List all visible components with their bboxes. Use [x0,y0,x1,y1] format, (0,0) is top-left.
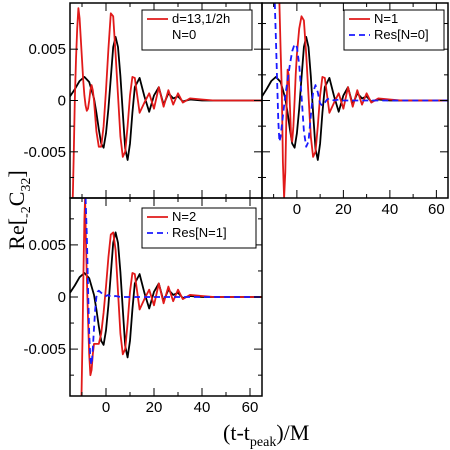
x-tick-label: 40 [382,201,399,218]
series-line-n-1 [278,3,448,198]
x-axis-label: (t-tpeak)/M [223,420,309,450]
x-tick-label: 20 [335,201,352,218]
series-line-res-n-1- [84,198,262,366]
x-tick-label: 0 [293,201,301,218]
x-tick-label: 20 [146,399,163,416]
legend-label: Res[N=1] [172,225,227,240]
y-tick-label: 0 [58,93,66,110]
legend-label: N=1 [374,11,398,26]
series-line-ref-1 [71,7,262,198]
x-tick-label: 40 [194,399,211,416]
series-line-res-n-0- [273,3,448,148]
x-tick-label: 60 [242,399,259,416]
legend-box [343,9,445,51]
legend-box [141,9,253,51]
y-tick-label: 0.005 [28,237,66,254]
legend-label: Res[N=0] [374,27,429,42]
legend-label: N=0 [172,27,196,42]
legend-label: N=2 [172,209,196,224]
y-tick-label: 0 [58,289,66,306]
y-tick-label: -0.005 [23,341,66,358]
y-tick-label: -0.005 [23,144,66,161]
panel-top-left: -0.005 0 0.005 d=13,1/2hN=0 [23,2,263,199]
series-group [262,3,448,198]
series-group [70,7,262,198]
x-tick-label: 60 [428,201,445,218]
legend: d=13,1/2hN=0 [141,9,253,51]
x-tick-label: 0 [102,399,110,416]
y-tick-label: 0.005 [28,41,66,58]
y-axis-label: Re[-2C32] [4,170,34,249]
legend-box [141,207,257,249]
legend-label: d=13,1/2h [172,11,230,26]
series-group [70,198,262,396]
